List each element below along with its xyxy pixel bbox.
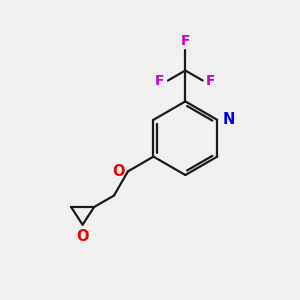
Text: F: F — [206, 74, 216, 88]
Text: O: O — [112, 164, 124, 179]
Text: O: O — [76, 229, 89, 244]
Text: N: N — [222, 112, 235, 127]
Text: F: F — [155, 74, 164, 88]
Text: F: F — [181, 34, 190, 48]
